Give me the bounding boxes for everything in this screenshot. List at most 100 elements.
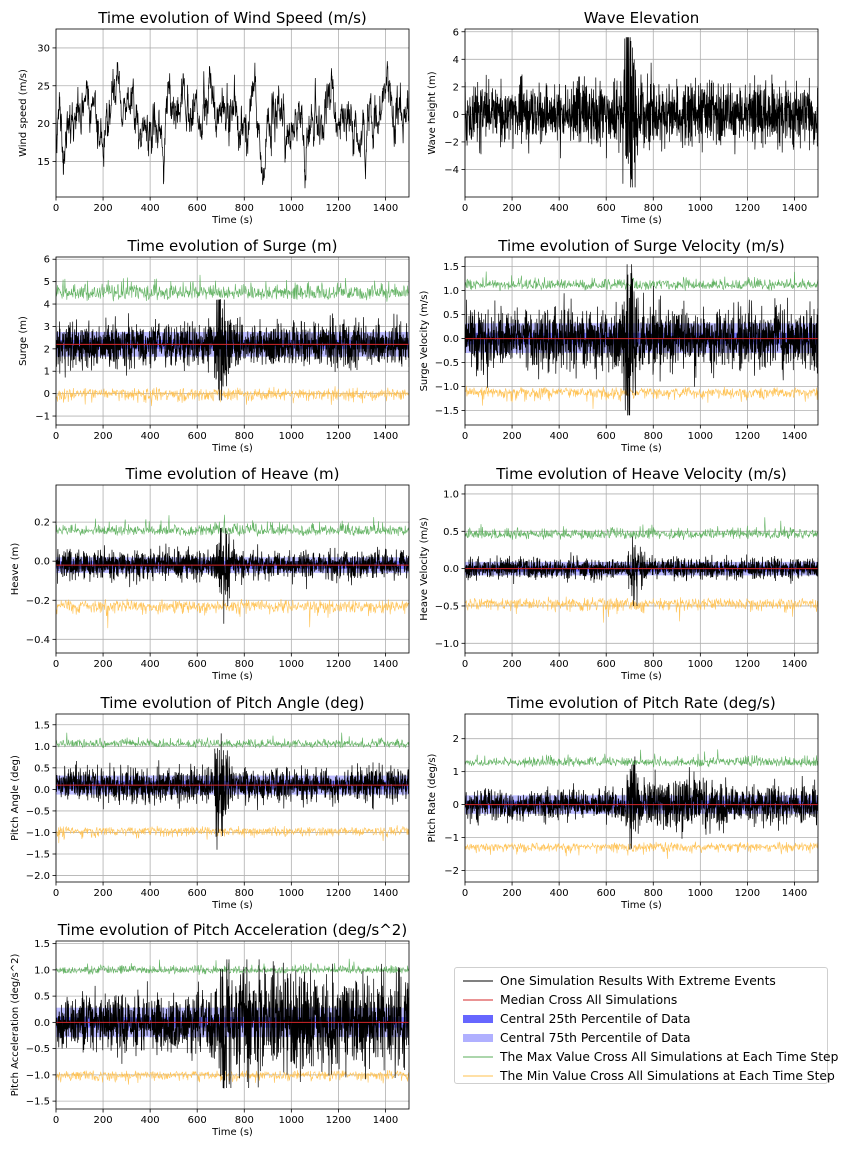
- x-tick-label: 0: [462, 203, 468, 214]
- series-line-simulation: [56, 733, 409, 850]
- series-line-min: [56, 386, 409, 407]
- series-line-simulation: [465, 756, 818, 850]
- y-tick-label: 20: [37, 119, 50, 130]
- legend-label-simulation: One Simulation Results With Extreme Even…: [500, 973, 776, 988]
- legend-label-band25: Central 25th Percentile of Data: [500, 1011, 691, 1026]
- legend: One Simulation Results With Extreme Even…: [454, 967, 838, 1084]
- x-tick-label: 0: [53, 888, 59, 899]
- y-axis-label: Pitch Angle (deg): [10, 755, 21, 841]
- x-tick-label: 400: [141, 431, 160, 442]
- plot-area-pitch: [56, 732, 409, 850]
- x-axis-label: Time (s): [620, 671, 662, 682]
- legend-label-median: Median Cross All Simulations: [500, 992, 678, 1007]
- x-tick-label: 1200: [735, 659, 760, 670]
- legend-item-band75: Central 75th Percentile of Data: [455, 1028, 827, 1047]
- y-tick-label: 0.0: [34, 557, 50, 568]
- y-tick-label: 1.0: [443, 489, 459, 500]
- chart-title: Wave Elevation: [584, 9, 700, 27]
- chart-title: Time evolution of Heave Velocity (m/s): [495, 465, 787, 483]
- plot-area-heave: [56, 514, 409, 629]
- x-tick-label: 400: [141, 659, 160, 670]
- y-axis-label: Wind speed (m/s): [18, 69, 29, 157]
- legend-label-max: The Max Value Cross All Simulations at E…: [500, 1049, 839, 1064]
- x-tick-label: 600: [188, 203, 207, 214]
- x-tick-label: 1400: [782, 203, 807, 214]
- axes-frame: [464, 28, 819, 198]
- x-tick-label: 800: [644, 659, 663, 670]
- x-axis-label: Time (s): [211, 1127, 253, 1138]
- plot-area-wave: [465, 37, 818, 188]
- chart-title: Time evolution of Pitch Rate (deg/s): [506, 694, 775, 712]
- y-tick-label: −0.4: [26, 635, 50, 646]
- x-tick-label: 1000: [688, 431, 713, 442]
- y-tick-label: 1.5: [34, 720, 50, 731]
- plot-area-pitch_rate: [465, 749, 818, 859]
- x-tick-label: 1200: [735, 888, 760, 899]
- x-tick-label: 800: [644, 203, 663, 214]
- x-tick-label: 400: [141, 888, 160, 899]
- chart-pitch_acc: 0 200 400 600 800 1000 1200 1400 −1.5 −1.0 −0.5 0.0…: [10, 921, 410, 1138]
- legend-label-band75: Central 75th Percentile of Data: [500, 1030, 691, 1045]
- plot-area-surge_vel: [465, 264, 818, 416]
- series-line-max: [465, 271, 818, 291]
- y-tick-label: −0.5: [26, 806, 50, 817]
- x-tick-label: 800: [235, 659, 254, 670]
- legend-swatch-min: [463, 1075, 493, 1076]
- series-line-min: [465, 841, 818, 859]
- y-tick-label: −2.0: [26, 871, 50, 882]
- x-tick-label: 0: [462, 659, 468, 670]
- legend-swatch-band75: [463, 1033, 493, 1042]
- x-axis-label: Time (s): [211, 215, 253, 226]
- y-tick-label: 5: [44, 277, 50, 288]
- x-axis-label: Time (s): [620, 443, 662, 454]
- legend-item-band25: Central 25th Percentile of Data: [455, 1009, 827, 1028]
- series-line-min: [56, 598, 409, 629]
- y-tick-label: 15: [37, 157, 50, 168]
- y-tick-label: 0.0: [34, 1018, 50, 1029]
- y-tick-label: 1: [44, 367, 50, 378]
- x-tick-label: 800: [235, 431, 254, 442]
- x-tick-label: 1400: [373, 1115, 398, 1126]
- chart-wind: 0 200 400 600 800 1000 1200 1400 15 20 25 30 Time ev…: [18, 9, 410, 226]
- y-tick-label: 30: [37, 43, 50, 54]
- y-axis-label: Heave Velocity (m/s): [419, 517, 430, 621]
- series-line-min: [465, 596, 818, 623]
- x-tick-label: 0: [53, 1115, 59, 1126]
- y-tick-label: −1.5: [26, 1097, 50, 1108]
- y-tick-label: 0.2: [34, 518, 50, 529]
- y-tick-label: 1.5: [443, 262, 459, 273]
- y-tick-label: −1.5: [26, 850, 50, 861]
- x-tick-label: 1000: [688, 888, 713, 899]
- plot-area-heave_vel: [465, 517, 818, 623]
- x-tick-label: 1400: [782, 659, 807, 670]
- series-line-min: [56, 1070, 409, 1085]
- series-line-simulation: [56, 61, 409, 189]
- y-tick-label: −0.5: [435, 601, 459, 612]
- y-tick-label: −2: [444, 866, 459, 877]
- x-tick-label: 200: [94, 431, 113, 442]
- x-tick-label: 1000: [279, 431, 304, 442]
- y-tick-label: 2: [44, 344, 50, 355]
- x-tick-label: 800: [235, 203, 254, 214]
- chart-title: Time evolution of Surge (m): [127, 237, 338, 255]
- y-tick-label: 0.0: [34, 785, 50, 796]
- series-line-max: [56, 274, 409, 302]
- x-tick-label: 600: [188, 1115, 207, 1126]
- x-tick-label: 1200: [735, 203, 760, 214]
- y-tick-label: 0.0: [443, 564, 459, 575]
- series-line-simulation: [465, 536, 818, 607]
- x-tick-label: 1000: [279, 659, 304, 670]
- series-line-simulation: [56, 299, 409, 401]
- y-tick-label: −2: [444, 137, 459, 148]
- plot-area-wind: [56, 61, 409, 189]
- y-tick-label: −0.5: [435, 358, 459, 369]
- x-tick-label: 200: [94, 888, 113, 899]
- y-axis-label: Pitch Acceleration (deg/s^2): [10, 953, 21, 1096]
- x-tick-label: 800: [644, 431, 663, 442]
- chart-pitch_rate: 0 200 400 600 800 1000 1200 1400 −2 −1 0 1 2 Time evo…: [427, 694, 819, 911]
- y-tick-label: −1.5: [435, 406, 459, 417]
- x-tick-label: 1200: [326, 888, 351, 899]
- legend-label-min: The Min Value Cross All Simulations at E…: [500, 1068, 835, 1083]
- axes-frame: [464, 256, 819, 426]
